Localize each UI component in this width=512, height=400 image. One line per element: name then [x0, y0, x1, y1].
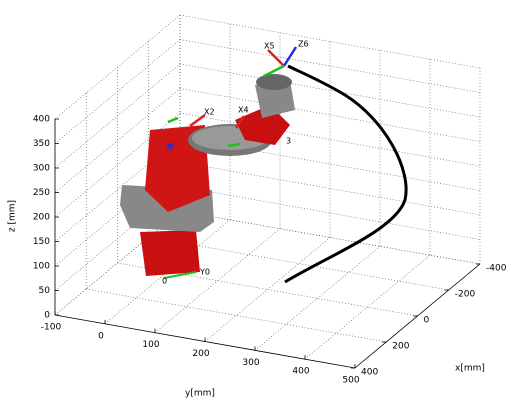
y-tick-label: 400: [292, 367, 309, 377]
frame-label: X4: [238, 106, 249, 115]
z-tick-label: 250: [33, 188, 50, 198]
frame-label: 0: [162, 277, 167, 286]
y-tick-label: 500: [342, 376, 359, 386]
x-tick-label: 400: [361, 368, 378, 378]
grid-line: [305, 255, 430, 359]
y-tick-label: -100: [41, 323, 62, 333]
link: [140, 230, 200, 276]
grid-line: [255, 246, 380, 350]
grid-line: [86, 289, 386, 342]
y-axis-label: y[mm]: [185, 389, 215, 399]
z-tick-label: 100: [33, 262, 50, 272]
frame-label: Y0: [199, 268, 210, 277]
z-tick-label: 400: [33, 115, 50, 125]
z-tick-label: 350: [33, 139, 50, 149]
frame-label: X2: [204, 108, 215, 117]
x-tick-label: -400: [486, 264, 507, 274]
frame-label: Z6: [298, 40, 309, 49]
x-tick-label: 200: [392, 342, 409, 352]
frame-axis: [268, 50, 284, 66]
frame-label: X5: [264, 42, 275, 51]
x-tick-label: -200: [455, 290, 476, 300]
plot: X5 Z6 X2 X4 Y0 0 3 x[mm] y[mm] z [mm] 0 5…: [0, 0, 512, 400]
trajectory: [285, 66, 406, 282]
y-tick-label: 200: [192, 349, 209, 359]
z-axis-label: z [mm]: [8, 200, 18, 232]
x-tick-label: 0: [424, 316, 430, 326]
z-tick-label: 50: [39, 286, 51, 296]
robot-arm: [120, 47, 406, 282]
link: [256, 74, 292, 90]
z-tick-label: 0: [44, 311, 50, 321]
y-tick-label: 300: [242, 358, 259, 368]
x-axis-label: x[mm]: [455, 364, 485, 374]
y-tick-label: 0: [98, 331, 104, 341]
z-tick-label: 150: [33, 237, 50, 247]
frame-axis: [190, 115, 205, 126]
z-tick-label: 300: [33, 164, 50, 174]
grid-line: [205, 238, 330, 342]
z-tick-label: 200: [33, 213, 50, 223]
frame-axis: [284, 47, 296, 66]
frame-label: 3: [286, 137, 291, 146]
y-tick-label: 100: [142, 340, 159, 350]
frame-axis: [167, 143, 173, 149]
